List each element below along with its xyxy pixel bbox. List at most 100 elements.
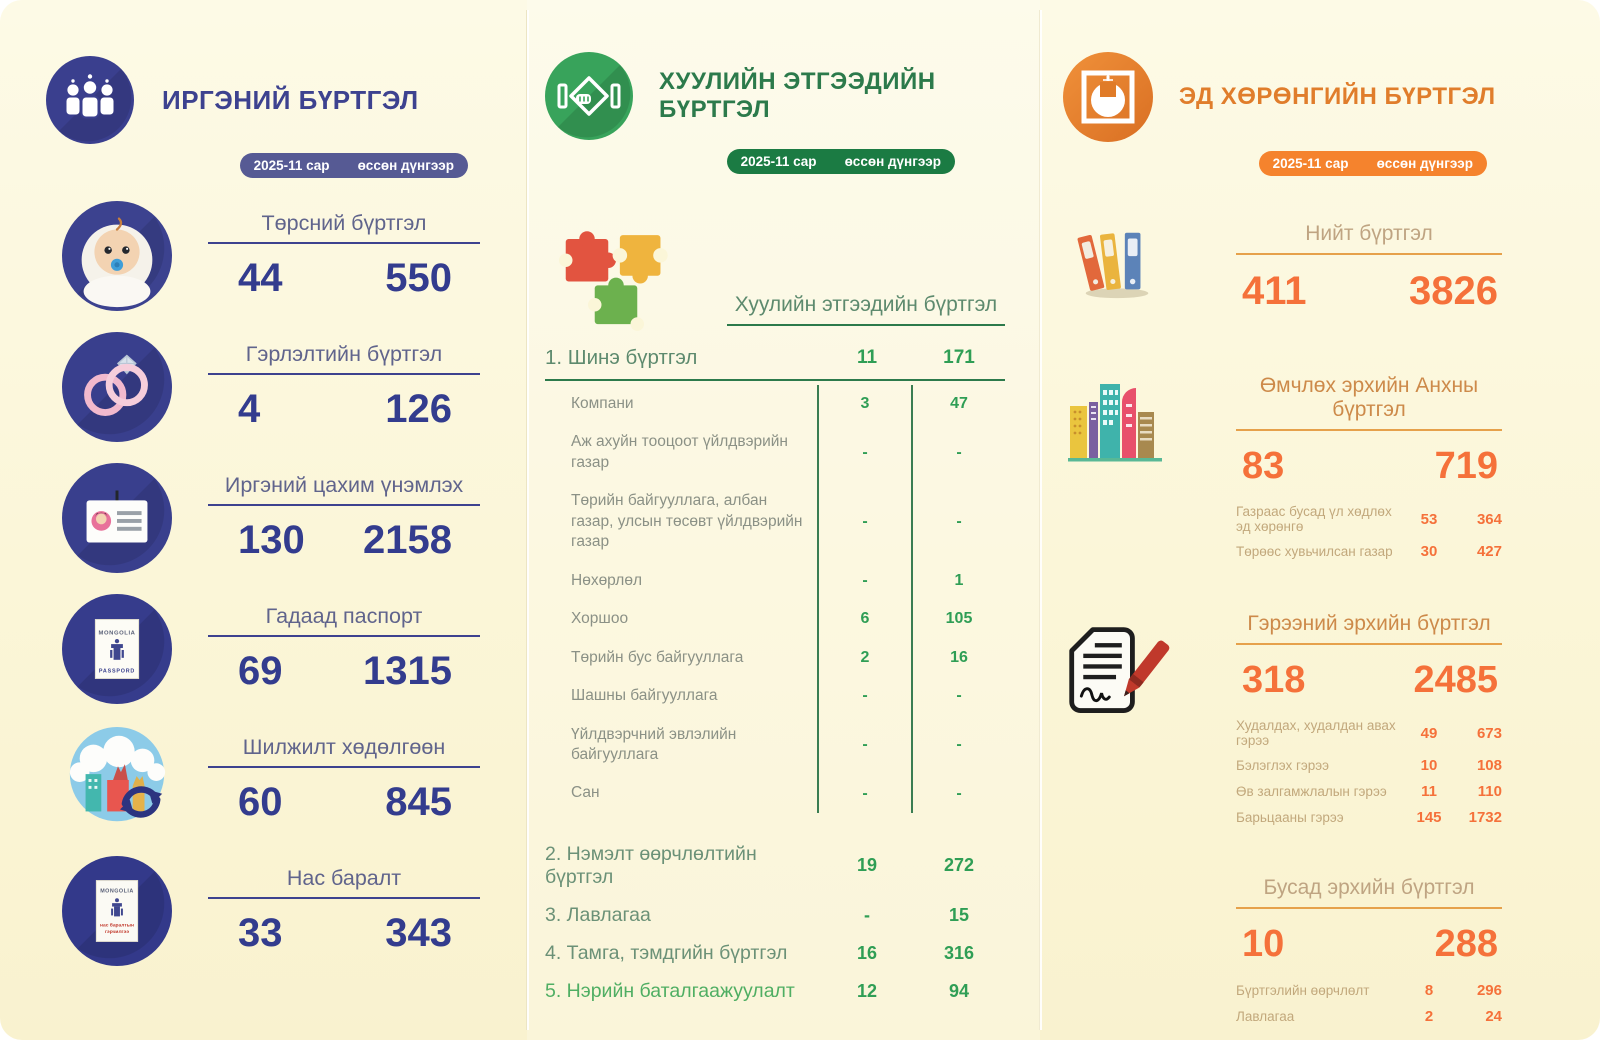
- badge-mode: өссөн дүнгээр: [357, 158, 454, 173]
- table-row: Нөхөрлөл - 1: [545, 561, 1005, 601]
- legal-section-row: 4. Тамга, тэмдгийн бүртгэл 16 316: [545, 942, 1005, 965]
- type-total-value: 16: [911, 638, 1005, 678]
- civil-registration-column: ИРГЭНИЙ БҮРТГЭЛ 2025-11 сар өссөн дүнгээ…: [0, 0, 527, 1040]
- civil-column-title: ИРГЭНИЙ БҮРТГЭЛ: [162, 84, 419, 115]
- sub-total-value: 108: [1476, 757, 1502, 774]
- type-label: Хоршоо: [571, 610, 629, 628]
- stat-total-value: 2158: [363, 517, 452, 562]
- sub-total-value: 296: [1476, 982, 1502, 999]
- stat-month-value: 44: [238, 255, 283, 300]
- section-title: Гэрээний эрхийн бүртгэл: [1236, 612, 1502, 645]
- type-month-value: -: [817, 715, 911, 775]
- sub-stat-row: Худалдах, худалдан авах гэрээ 49 673: [1236, 718, 1502, 748]
- stat-label: Нас баралт: [208, 866, 480, 899]
- wedding-rings-icon: [62, 331, 172, 442]
- sub-month-value: 11: [1421, 783, 1437, 800]
- property-column-title: ЭД ХӨРӨНГИЙН БҮРТГЭЛ: [1179, 83, 1496, 110]
- type-total-value: -: [911, 677, 1005, 716]
- death-certificate-icon: MONGOLIA нас баралтын гэрчилгээ: [62, 855, 172, 966]
- sub-label: Бүртгэлийн өөрчлөлт: [1236, 983, 1370, 998]
- property-section-total: Нийт бүртгэл 411 3826: [1040, 222, 1600, 314]
- stat-month-value: 60: [238, 779, 283, 824]
- stat-row-birth: Төрсний бүртгэл 44 550: [62, 190, 527, 321]
- column-divider: [527, 10, 529, 1030]
- sub-label: Худалдах, худалдан авах гэрээ: [1236, 718, 1396, 748]
- property-section-ownership: Өмчлөх эрхийн Анхны бүртгэл 83 719 Газра…: [1040, 374, 1600, 560]
- stat-label: Иргэний цахим үнэмлэх: [208, 473, 480, 506]
- property-section-other: Бусад эрхийн бүртгэл 10 288 Бүртгэлийн ө…: [1040, 876, 1600, 1025]
- table-row: Шашны байгууллага - -: [545, 677, 1005, 716]
- binders-icon: [1076, 222, 1160, 302]
- type-month-value: -: [817, 423, 911, 483]
- migration-sync-icon: [62, 725, 172, 835]
- people-group-icon: [46, 56, 134, 144]
- stat-total-value: 845: [385, 779, 452, 824]
- section-total-value: 288: [1434, 923, 1498, 965]
- sub-label: Газраас бусад үл хөдлөх эд хөрөнгө: [1236, 504, 1392, 534]
- sub-month-value: 30: [1420, 543, 1438, 560]
- property-registration-column: ЭД ХӨРӨНГИЙН БҮРТГЭЛ 2025-11 сар өссөн д…: [1040, 0, 1600, 1040]
- sub-month-value: 10: [1420, 757, 1438, 774]
- table-row: Аж ахуйн тооцоот үйлдвэрийн газар - -: [545, 423, 1005, 483]
- section-month-value: 318: [1242, 659, 1306, 701]
- type-label: Төрийн байгууллага, албан газар, улсын т…: [571, 492, 803, 551]
- section-month-value: 19: [856, 855, 878, 876]
- sub-month-value: 53: [1420, 510, 1438, 528]
- section-total-value: 94: [948, 980, 970, 1001]
- property-seal-icon: [1063, 52, 1153, 142]
- section-title: Өмчлөх эрхийн Анхны бүртгэл: [1236, 374, 1502, 431]
- legal-column-title: ХУУЛИЙН ЭТГЭЭДИЙН БҮРТГЭЛ: [659, 68, 936, 123]
- table-row: Хоршоо 6 105: [545, 600, 1005, 639]
- stat-label: Шилжилт хөдөлгөөн: [208, 735, 480, 768]
- legal-subtitle: Хуулийн этгээдийн бүртгэл: [727, 293, 1005, 326]
- section-label: 1. Шинэ бүртгэл: [545, 346, 698, 369]
- sub-label: Барьцааны гэрээ: [1236, 810, 1344, 825]
- type-total-value: -: [911, 715, 1005, 775]
- legal-section-row: 5. Нэрийн баталгаажуулалт 12 94: [545, 980, 1005, 1003]
- sub-stat-row: Бэлэглэх гэрээ 10 108: [1236, 757, 1502, 774]
- type-label: Аж ахуйн тооцоот үйлдвэрийн газар: [571, 433, 788, 471]
- section-month-value: 12: [856, 980, 878, 1001]
- stat-label: Төрсний бүртгэл: [208, 211, 480, 244]
- city-buildings-icon: [1064, 376, 1168, 468]
- type-total-value: 47: [911, 385, 1005, 424]
- type-label: Сан: [571, 784, 600, 802]
- stat-row-marriage: Гэрлэлтийн бүртгэл 4 126: [62, 321, 527, 452]
- sub-total-value: 673: [1476, 724, 1502, 742]
- section-label: 5. Нэрийн баталгаажуулалт: [545, 979, 795, 1002]
- type-label: Шашны байгууллага: [571, 687, 718, 705]
- sub-stat-row: Төрөөс хувьчилсан газар 30 427: [1236, 543, 1502, 560]
- table-row: Компани 3 47: [545, 385, 1005, 424]
- legal-period-badge: 2025-11 сар өссөн дүнгээр: [726, 149, 955, 174]
- section-total-value: 719: [1434, 445, 1498, 487]
- passport-label-text: PASSPORD: [99, 668, 135, 674]
- legal-new-registration-row: 1. Шинэ бүртгэл 11 171: [545, 346, 1005, 381]
- badge-mode: өссөн дүнгээр: [1376, 156, 1473, 171]
- sub-stat-row: Лавлагаа 2 24: [1236, 1008, 1502, 1025]
- death-cert-title-line2: гэрчилгээ: [105, 930, 129, 935]
- type-total-value: -: [911, 482, 1005, 562]
- sub-stat-row: Барьцааны гэрээ 145 1732: [1236, 809, 1502, 826]
- stat-total-value: 343: [385, 910, 452, 955]
- section-month-value: 83: [1242, 445, 1285, 487]
- puzzle-pieces-icon: [557, 210, 675, 331]
- stat-month-value: 69: [238, 648, 283, 693]
- table-row: Төрийн байгууллага, албан газар, улсын т…: [545, 482, 1005, 562]
- section-label: 2. Нэмэлт өөрчлөлтийн бүртгэл: [545, 842, 757, 888]
- sub-total-value: 110: [1477, 783, 1502, 800]
- type-label: Төрийн бус байгууллага: [571, 648, 744, 666]
- stat-total-value: 126: [385, 386, 452, 431]
- type-total-value: -: [911, 423, 1005, 483]
- stat-row-migration: Шилжилт хөдөлгөөн 60 845: [62, 714, 527, 845]
- sub-total-value: 364: [1476, 510, 1502, 528]
- badge-month: 2025-11 сар: [1272, 156, 1349, 171]
- section-label: 4. Тамга, тэмдгийн бүртгэл: [545, 941, 788, 964]
- legal-entity-types-table: Компани 3 47 Аж ахуйн тооцоот үйлдвэрийн…: [545, 385, 1005, 813]
- type-month-value: 2: [817, 638, 911, 678]
- sub-total-value: 1732: [1468, 809, 1502, 826]
- section-total-value: 2485: [1413, 659, 1498, 701]
- stat-total-value: 1315: [363, 648, 452, 693]
- legal-entity-column: ХУУЛИЙН ЭТГЭЭДИЙН БҮРТГЭЛ 2025-11 сар өс…: [527, 0, 1040, 1040]
- sub-month-value: 2: [1424, 1008, 1434, 1025]
